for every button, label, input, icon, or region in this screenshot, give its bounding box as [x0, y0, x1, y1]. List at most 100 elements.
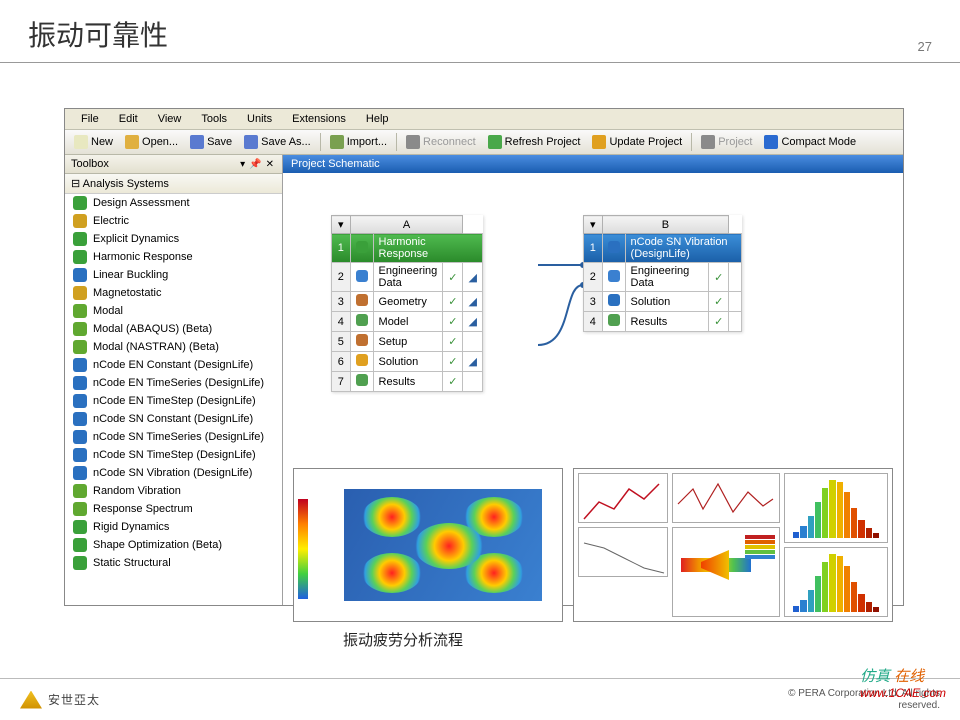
toolbar-project: Project [696, 132, 757, 152]
slide-footer: 安世亞太 © PERA Corporation Ltd. All rights … [0, 678, 960, 720]
toolbox-item[interactable]: Modal (ABAQUS) (Beta) [65, 320, 282, 338]
status-icon: ✓ [443, 332, 463, 352]
status-icon: ✓ [443, 312, 463, 332]
cell-name[interactable]: Results [373, 372, 443, 392]
toolbox-item[interactable]: Modal (NASTRAN) (Beta) [65, 338, 282, 356]
status-icon: ✓ [443, 352, 463, 372]
slide-number: 27 [918, 39, 932, 54]
pin-icon[interactable]: 📌 [247, 159, 263, 170]
toolbar-new[interactable]: New [69, 132, 118, 152]
toolbar-icon [592, 135, 606, 149]
system-table[interactable]: ▾B1nCode SN Vibration (DesignLife)2Engin… [583, 215, 742, 332]
fea-result-figure [293, 468, 563, 622]
toolbox-item[interactable]: nCode SN Constant (DesignLife) [65, 410, 282, 428]
system-icon [73, 502, 87, 516]
toolbox-title: Toolbox [71, 158, 109, 170]
toolbar-refresh-project[interactable]: Refresh Project [483, 132, 586, 152]
watermark: 仿真 在线 www.1CAE.com [860, 665, 946, 700]
system-icon [73, 412, 87, 426]
toolbox-item[interactable]: nCode EN TimeStep (DesignLife) [65, 392, 282, 410]
schematic-canvas[interactable]: 振动疲劳分析流程 ▾A1Harmonic Response2Engineerin… [283, 173, 903, 603]
dropdown-icon[interactable]: ▾ [238, 159, 247, 170]
toolbar-compact-mode[interactable]: Compact Mode [759, 132, 861, 152]
menu-edit[interactable]: Edit [109, 111, 148, 127]
copyright-line2: reserved. [788, 700, 940, 712]
link-port-icon[interactable]: ◢ [463, 263, 482, 292]
toolbox-item[interactable]: Random Vibration [65, 482, 282, 500]
toolbar-icon [764, 135, 778, 149]
menu-help[interactable]: Help [356, 111, 399, 127]
cell-icon [608, 294, 620, 306]
toolbox-item[interactable]: nCode SN TimeStep (DesignLife) [65, 446, 282, 464]
system-icon [73, 268, 87, 282]
toolbar-save-as-[interactable]: Save As... [239, 132, 316, 152]
toolbox-item[interactable]: Static Structural [65, 554, 282, 572]
system-icon [73, 538, 87, 552]
toolbox-title-bar: Toolbox ▾ 📌 ✕ [65, 155, 282, 174]
system-menu-icon[interactable]: ▾ [584, 216, 603, 234]
toolbar-update-project[interactable]: Update Project [587, 132, 687, 152]
cell-icon [356, 294, 368, 306]
toolbar-icon [488, 135, 502, 149]
status-icon: ✓ [709, 263, 729, 292]
cell-name[interactable]: Solution [625, 292, 709, 312]
toolbox-item[interactable]: Rigid Dynamics [65, 518, 282, 536]
cell-name[interactable]: Harmonic Response [373, 234, 482, 263]
system-icon [73, 520, 87, 534]
cell-name[interactable]: Engineering Data [625, 263, 709, 292]
toolbox-item[interactable]: nCode SN Vibration (DesignLife) [65, 464, 282, 482]
toolbox-item[interactable]: nCode EN TimeSeries (DesignLife) [65, 374, 282, 392]
system-icon [73, 340, 87, 354]
cell-name[interactable]: Solution [373, 352, 443, 372]
link-port-icon[interactable]: ◢ [463, 312, 482, 332]
toolbox-item[interactable]: Explicit Dynamics [65, 230, 282, 248]
toolbox-item[interactable]: Magnetostatic [65, 284, 282, 302]
cell-name[interactable]: Setup [373, 332, 443, 352]
system-icon [73, 196, 87, 210]
status-icon: ✓ [443, 372, 463, 392]
toolbox-item[interactable]: Design Assessment [65, 194, 282, 212]
toolbar-import-[interactable]: Import... [325, 132, 392, 152]
toolbar: NewOpen...SaveSave As...Import...Reconne… [65, 130, 903, 155]
toolbar-save[interactable]: Save [185, 132, 237, 152]
menu-view[interactable]: View [148, 111, 192, 127]
cell-icon [356, 374, 368, 386]
toolbox-item[interactable]: Response Spectrum [65, 500, 282, 518]
cell-name[interactable]: Results [625, 312, 709, 332]
toolbox-category[interactable]: ⊟ Analysis Systems [65, 174, 282, 194]
menu-units[interactable]: Units [237, 111, 282, 127]
cell-name[interactable]: Geometry [373, 292, 443, 312]
cell-icon [608, 241, 620, 253]
toolbar-icon [244, 135, 258, 149]
cell-name[interactable]: Engineering Data [373, 263, 443, 292]
menubar: FileEditViewToolsUnitsExtensionsHelp [65, 109, 903, 130]
status-icon: ✓ [709, 292, 729, 312]
slide-title: 振动可靠性 [28, 14, 168, 54]
toolbox-item[interactable]: Modal [65, 302, 282, 320]
menu-extensions[interactable]: Extensions [282, 111, 356, 127]
link-port-icon[interactable]: ◢ [463, 352, 482, 372]
toolbox-item[interactable]: Electric [65, 212, 282, 230]
system-icon [73, 214, 87, 228]
cell-icon [356, 314, 368, 326]
toolbar-open-[interactable]: Open... [120, 132, 183, 152]
system-icon [73, 322, 87, 336]
system-icon [73, 232, 87, 246]
link-port-icon[interactable]: ◢ [463, 292, 482, 312]
cell-name[interactable]: nCode SN Vibration (DesignLife) [625, 234, 742, 263]
system-menu-icon[interactable]: ▾ [332, 216, 351, 234]
menu-tools[interactable]: Tools [191, 111, 237, 127]
system-table[interactable]: ▾A1Harmonic Response2Engineering Data✓◢3… [331, 215, 483, 392]
cell-icon [608, 314, 620, 326]
cell-name[interactable]: Model [373, 312, 443, 332]
close-icon[interactable]: ✕ [264, 159, 276, 170]
toolbox-item[interactable]: nCode SN TimeSeries (DesignLife) [65, 428, 282, 446]
menu-file[interactable]: File [71, 111, 109, 127]
toolbox-item[interactable]: Harmonic Response [65, 248, 282, 266]
toolbar-icon [406, 135, 420, 149]
schematic-panel: Project Schematic [283, 155, 903, 605]
toolbox-item[interactable]: Linear Buckling [65, 266, 282, 284]
cell-icon [608, 270, 620, 282]
toolbox-item[interactable]: Shape Optimization (Beta) [65, 536, 282, 554]
toolbox-item[interactable]: nCode EN Constant (DesignLife) [65, 356, 282, 374]
